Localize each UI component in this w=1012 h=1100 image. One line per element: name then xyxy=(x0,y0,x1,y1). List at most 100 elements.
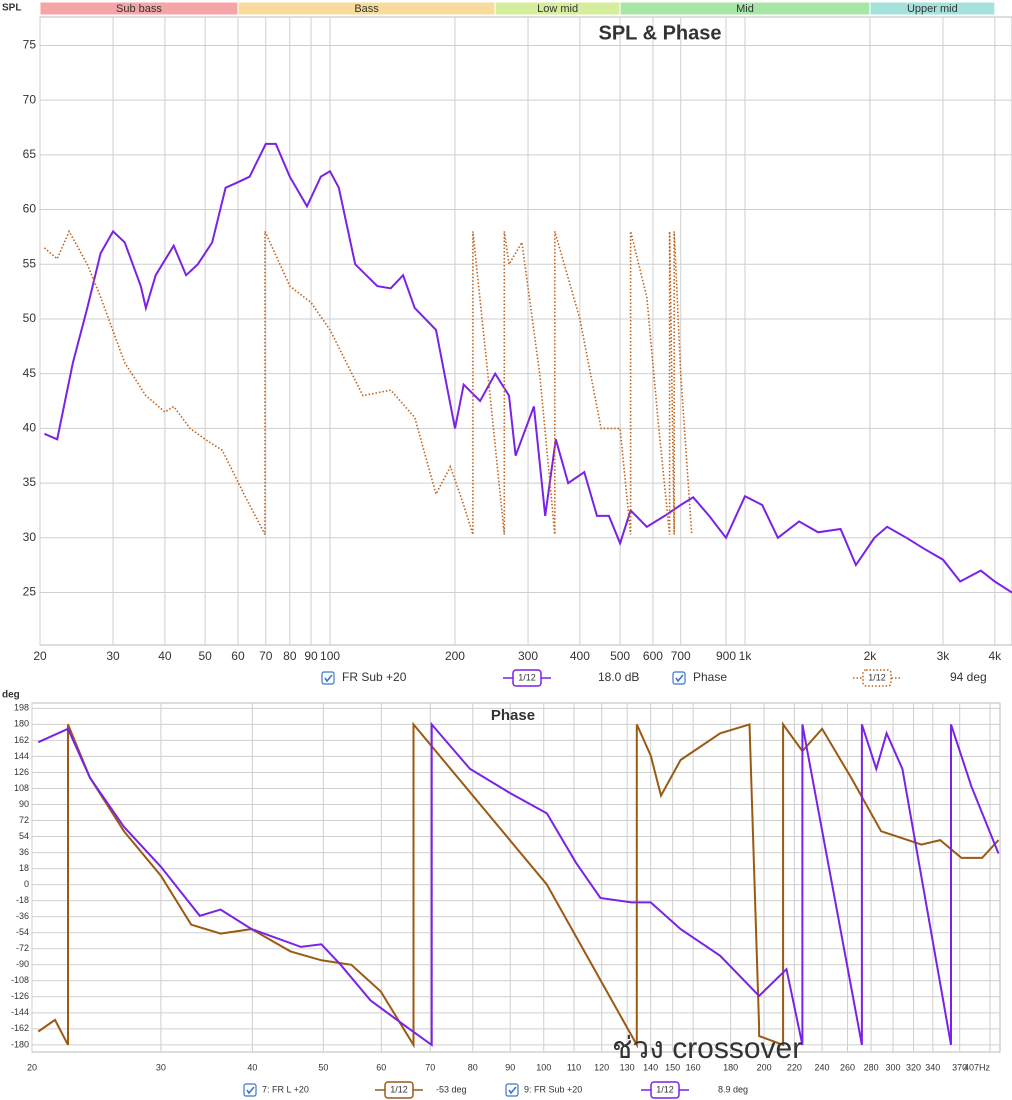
y-tick-label: 54 xyxy=(19,831,29,841)
checkbox-tick xyxy=(324,674,333,683)
legend-name: 7: FR L +20 xyxy=(262,1084,309,1094)
x-tick-label: 150 xyxy=(665,1062,680,1072)
legend-readout: 94 deg xyxy=(950,670,987,684)
x-tick-label: 40 xyxy=(158,649,172,663)
plot-area xyxy=(39,16,1012,646)
x-tick-label: 100 xyxy=(536,1062,551,1072)
band-label: Mid xyxy=(736,3,754,15)
chart-title: SPL & Phase xyxy=(598,22,721,44)
y-tick-label: -180 xyxy=(11,1039,29,1049)
x-tick-label: 220 xyxy=(787,1062,802,1072)
series-line xyxy=(44,142,1012,594)
x-tick-label: 1k xyxy=(739,649,753,663)
y-tick-label: 75 xyxy=(23,38,37,52)
y-tick-label: 50 xyxy=(23,311,37,325)
legend-name: 9: FR Sub +20 xyxy=(524,1084,582,1094)
legend-smoothing: 1/12 xyxy=(518,672,536,682)
legend-smoothing: 1/12 xyxy=(390,1084,408,1094)
x-tick-label: 20 xyxy=(33,649,47,663)
smoothing-box xyxy=(384,1081,414,1099)
x-tick-label: 900 xyxy=(716,649,736,663)
legend-name: Phase xyxy=(693,670,727,684)
series-line xyxy=(37,721,1000,1047)
checkbox-tick xyxy=(508,1086,517,1095)
y-tick-label: 70 xyxy=(23,92,37,106)
x-tick-label: 370 xyxy=(952,1062,967,1072)
x-tick-label: 700 xyxy=(671,649,691,663)
y-tick-label: 162 xyxy=(14,735,29,745)
y-tick-label: 65 xyxy=(23,147,37,161)
x-tick-label: 407Hz xyxy=(964,1062,991,1072)
y-tick-label: -18 xyxy=(16,895,29,905)
checkbox xyxy=(672,671,686,685)
y-tick-label: 55 xyxy=(23,256,37,270)
y-tick-label: 198 xyxy=(14,703,29,713)
band xyxy=(869,1,996,16)
y-tick-label: -126 xyxy=(11,991,29,1001)
legend-smoothing: 1/12 xyxy=(868,672,886,682)
y-tick-label: 45 xyxy=(23,366,37,380)
x-tick-label: 240 xyxy=(815,1062,830,1072)
y-tick-label: 144 xyxy=(14,751,29,761)
annotation: ช่วง crossover xyxy=(612,1032,802,1065)
x-tick-label: 90 xyxy=(505,1062,515,1072)
x-tick-label: 30 xyxy=(106,649,120,663)
y-tick-label: -36 xyxy=(16,911,29,921)
x-tick-label: 20 xyxy=(27,1062,37,1072)
y-tick-label: -162 xyxy=(11,1023,29,1033)
y-tick-label: -72 xyxy=(16,943,29,953)
band-label: Sub bass xyxy=(116,3,162,15)
plot-area xyxy=(31,702,1001,1053)
y-tick-label: 25 xyxy=(23,585,37,599)
x-tick-label: 180 xyxy=(723,1062,738,1072)
y-tick-label: 18 xyxy=(19,863,29,873)
y-tick-label: 35 xyxy=(23,475,37,489)
checkbox-tick xyxy=(675,674,684,683)
y-tick-label: 90 xyxy=(19,799,29,809)
y-axis-label: SPL xyxy=(2,3,21,14)
legend-readout: -53 deg xyxy=(436,1084,467,1094)
x-tick-label: 400 xyxy=(570,649,590,663)
y-axis-label: deg xyxy=(2,690,20,701)
y-tick-label: 40 xyxy=(23,421,37,435)
legend-readout: 8.9 deg xyxy=(718,1084,748,1094)
legend-name: FR Sub +20 xyxy=(342,670,407,684)
y-tick-label: 0 xyxy=(24,879,29,889)
smoothing-box xyxy=(862,669,892,687)
smoothing-box xyxy=(512,669,542,687)
x-tick-label: 280 xyxy=(864,1062,879,1072)
y-tick-label: 30 xyxy=(23,530,37,544)
chart-title: Phase xyxy=(491,707,535,724)
x-tick-label: 60 xyxy=(376,1062,386,1072)
band-label: Low mid xyxy=(537,3,578,15)
x-tick-label: 70 xyxy=(425,1062,435,1072)
x-tick-label: 40 xyxy=(247,1062,257,1072)
legend-smoothing: 1/12 xyxy=(656,1084,674,1094)
y-tick-label: 72 xyxy=(19,815,29,825)
series-line xyxy=(37,721,1000,1049)
x-tick-label: 90 xyxy=(304,649,318,663)
y-tick-label: -90 xyxy=(16,959,29,969)
x-tick-label: 80 xyxy=(468,1062,478,1072)
y-tick-label: 126 xyxy=(14,767,29,777)
band-label: Upper mid xyxy=(907,3,958,15)
x-tick-label: 110 xyxy=(567,1062,581,1072)
checkbox xyxy=(243,1083,257,1097)
series-line xyxy=(43,229,693,535)
x-tick-label: 200 xyxy=(445,649,465,663)
band-label: Bass xyxy=(354,3,379,15)
x-tick-label: 160 xyxy=(686,1062,701,1072)
x-tick-label: 300 xyxy=(518,649,538,663)
x-tick-label: 50 xyxy=(318,1062,328,1072)
x-tick-label: 130 xyxy=(620,1062,635,1072)
x-tick-label: 600 xyxy=(643,649,663,663)
x-tick-label: 100 xyxy=(320,649,340,663)
x-tick-label: 60 xyxy=(231,649,245,663)
y-tick-label: -108 xyxy=(11,975,29,985)
x-tick-label: 320 xyxy=(906,1062,921,1072)
x-tick-label: 70 xyxy=(259,649,273,663)
checkbox xyxy=(321,671,335,685)
checkbox xyxy=(505,1083,519,1097)
x-tick-label: 2k xyxy=(864,649,878,663)
